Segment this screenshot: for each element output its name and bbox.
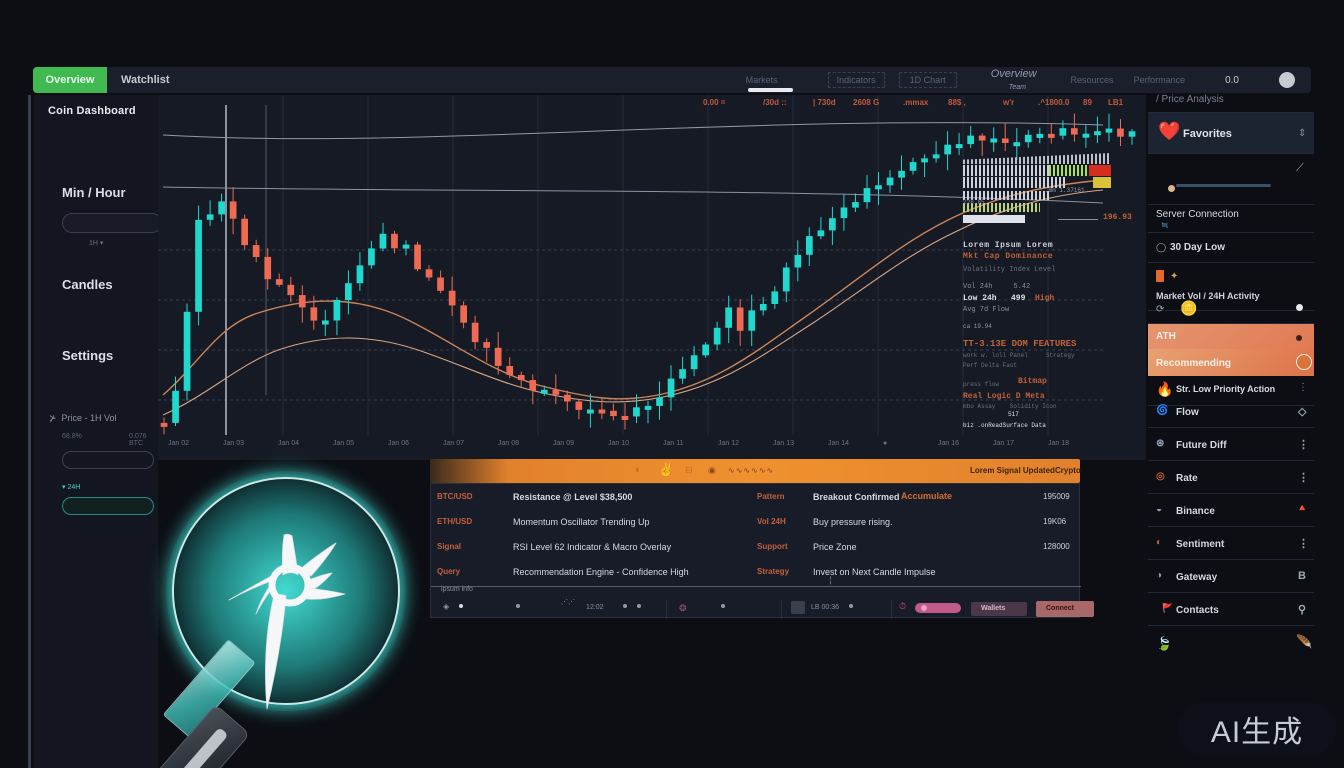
- svg-text:LB1: LB1: [1108, 98, 1124, 107]
- svg-text:w'r: w'r: [1002, 98, 1014, 107]
- svg-text:/30d ::: /30d ::: [763, 98, 787, 107]
- svg-text:.mmax: .mmax: [903, 98, 929, 107]
- svg-text:2608 G: 2608 G: [853, 98, 879, 107]
- svg-text:88$ ,: 88$ ,: [948, 98, 966, 107]
- svg-text:.^1800.0: .^1800.0: [1038, 98, 1070, 107]
- svg-text:89: 89: [1083, 98, 1092, 107]
- svg-text:0.00 =: 0.00 =: [703, 98, 726, 107]
- svg-text:| 730d: | 730d: [813, 98, 836, 107]
